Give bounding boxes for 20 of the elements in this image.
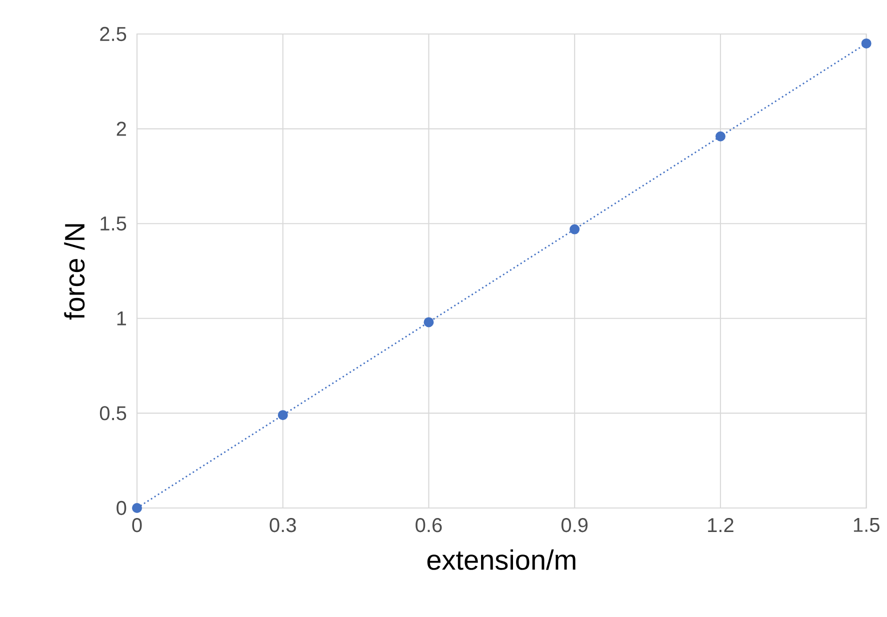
x-tick-label: 1.5 bbox=[854, 518, 880, 532]
x-axis-title: extension/m bbox=[427, 549, 576, 570]
point bbox=[570, 224, 580, 234]
y-tick-label: 0 bbox=[116, 500, 126, 516]
point bbox=[278, 410, 288, 420]
y-tick-label: 2 bbox=[116, 122, 126, 136]
point bbox=[132, 502, 142, 513]
point bbox=[715, 131, 726, 142]
x-tick-label: 0.9 bbox=[561, 518, 588, 532]
x-tick-label: 1.2 bbox=[708, 518, 734, 532]
y-tick-label: 1.5 bbox=[100, 216, 126, 231]
x-tick-label: 0.6 bbox=[416, 518, 442, 532]
x-tick-label: 0.3 bbox=[270, 518, 296, 532]
y-tick-label: 2.5 bbox=[100, 26, 126, 42]
y-tick-label: 0.5 bbox=[100, 406, 126, 420]
x-tick-label: 0 bbox=[132, 518, 142, 532]
y-axis-title: force /N bbox=[64, 224, 85, 320]
point bbox=[424, 317, 434, 328]
y-tick-label: 1 bbox=[117, 312, 126, 326]
point bbox=[861, 38, 872, 48]
